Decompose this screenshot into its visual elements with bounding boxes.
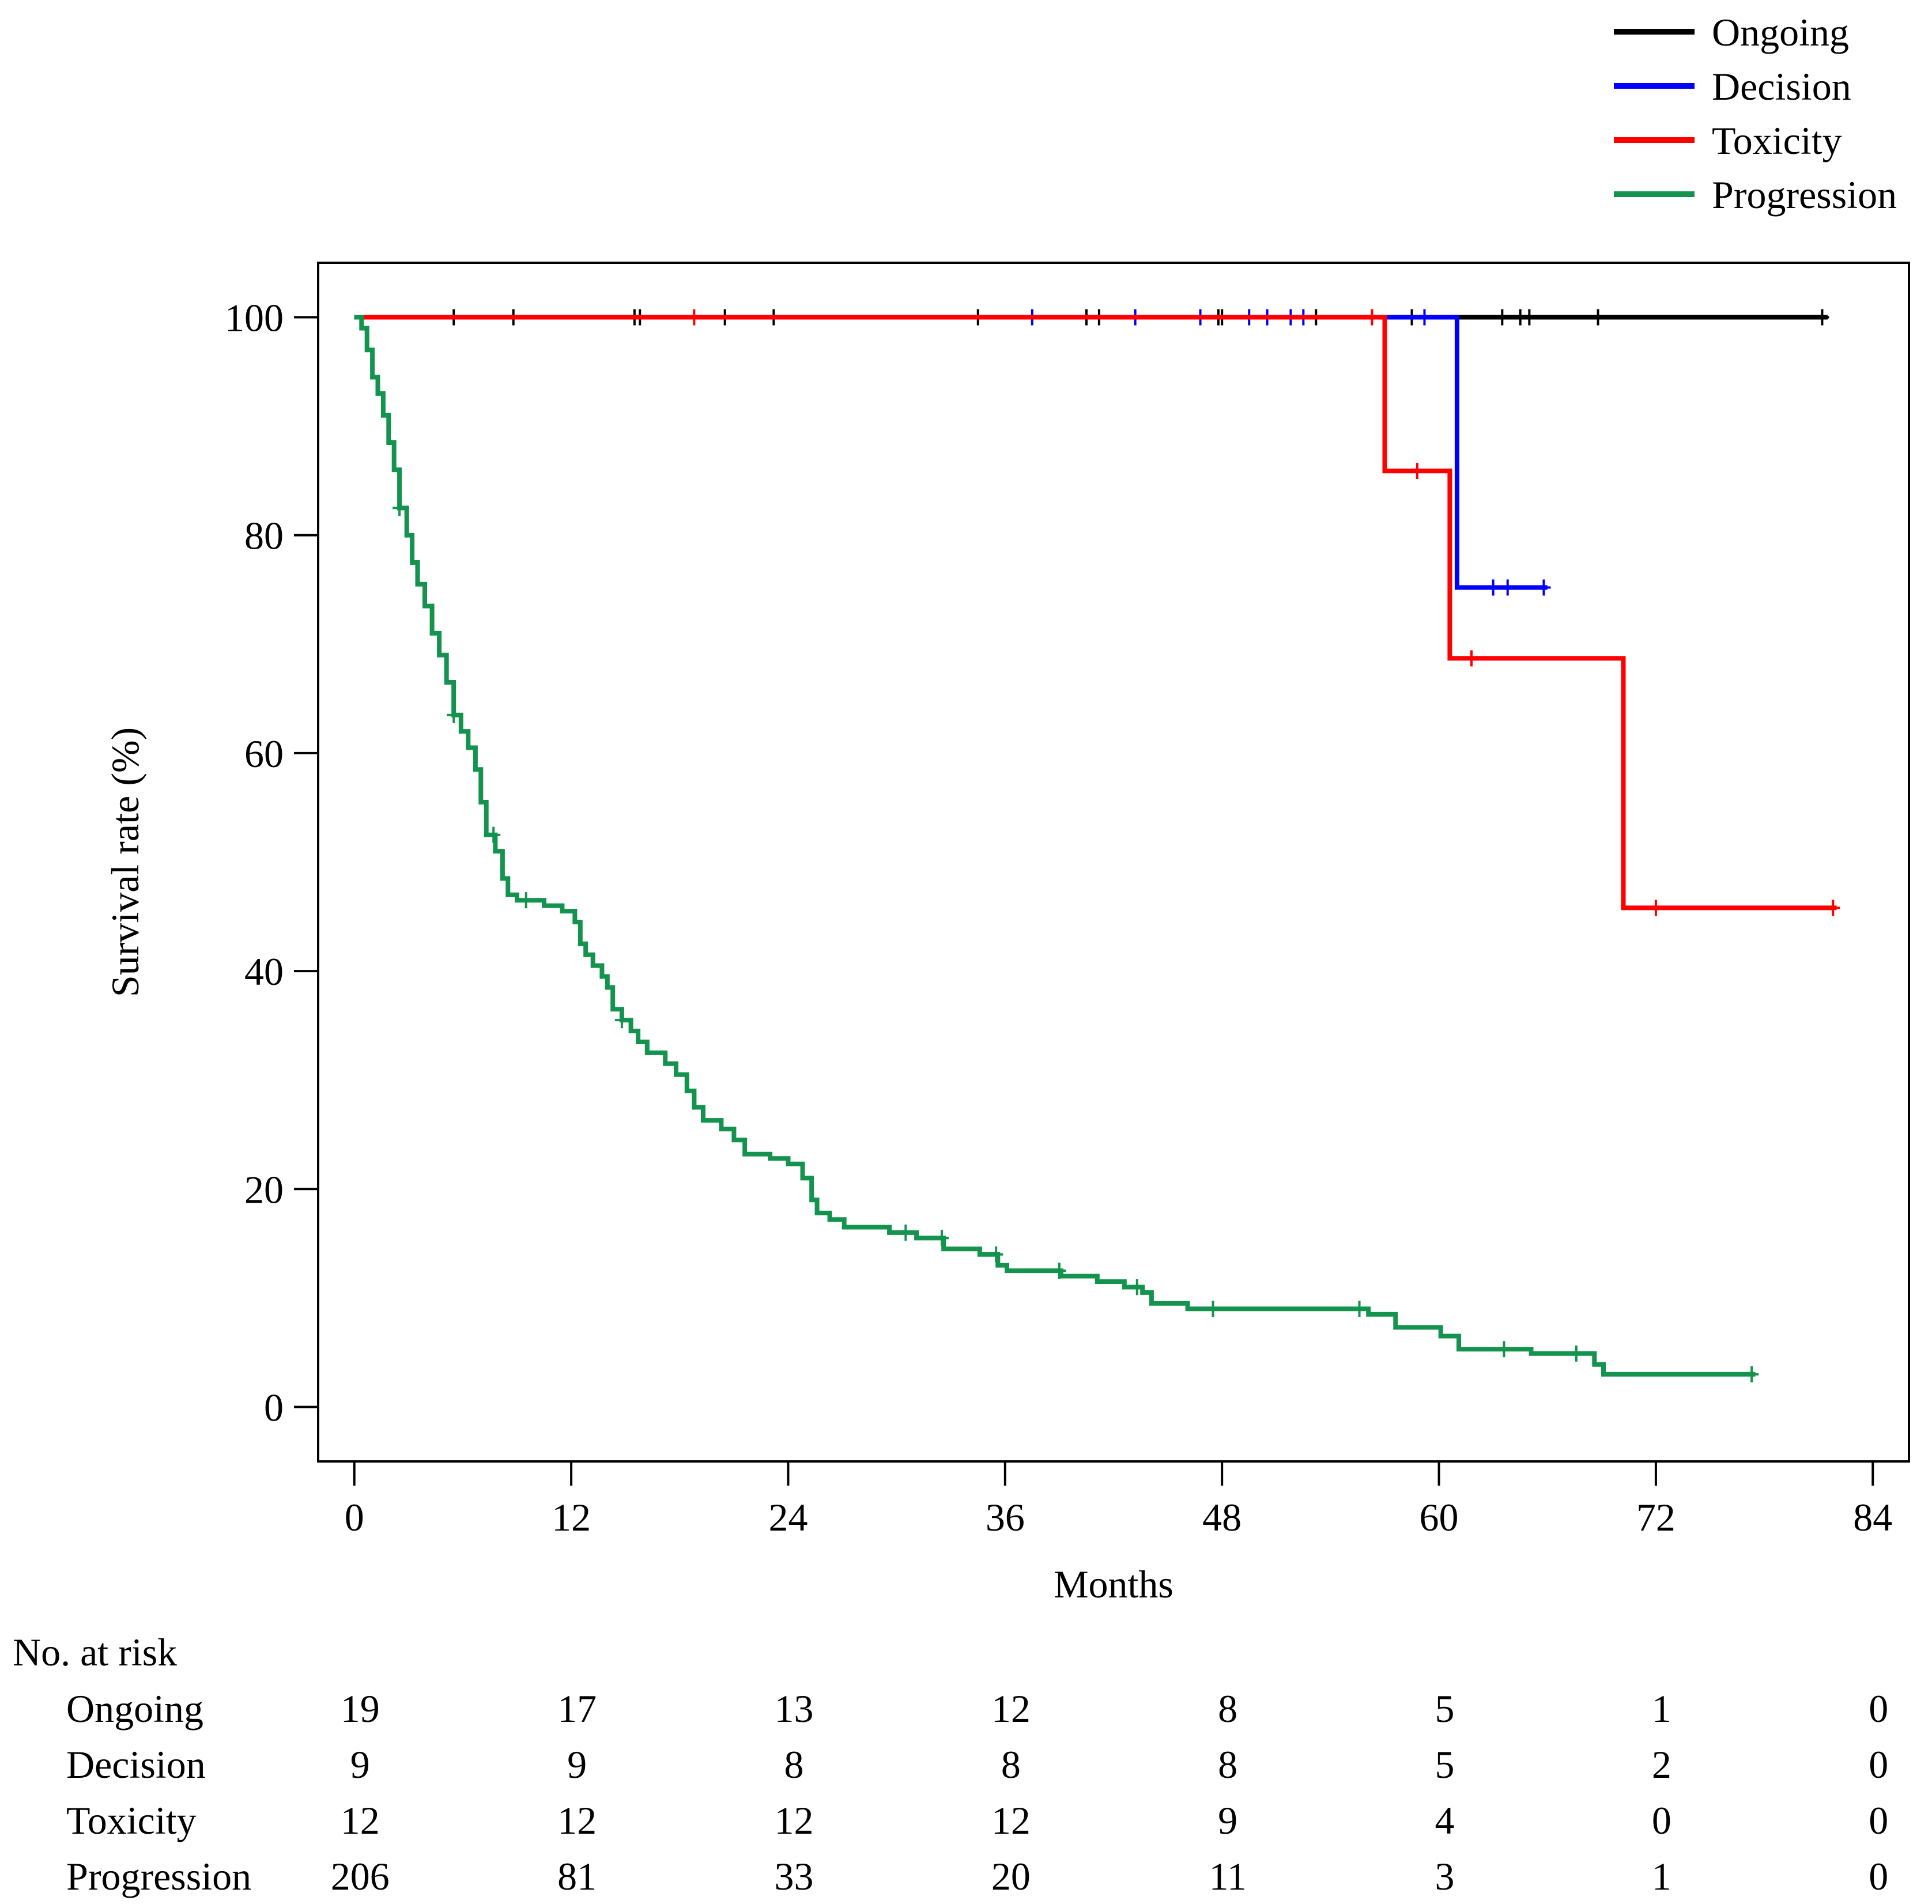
x-tick-label: 0 [345, 1495, 364, 1539]
x-tick-label: 72 [1636, 1495, 1676, 1539]
risk-count-decision: 8 [1001, 1743, 1021, 1786]
risk-count-ongoing: 8 [1218, 1687, 1237, 1731]
risk-row-label-decision: Decision [66, 1743, 206, 1786]
risk-row-label-ongoing: Ongoing [66, 1687, 203, 1731]
risk-count-toxicity: 0 [1869, 1799, 1888, 1842]
risk-count-progression: 20 [991, 1854, 1031, 1898]
y-axis-label: Survival rate (%) [103, 727, 147, 997]
series-toxicity [354, 309, 1840, 916]
x-tick-label: 48 [1202, 1495, 1242, 1539]
risk-count-progression: 33 [774, 1854, 813, 1898]
risk-count-toxicity: 12 [991, 1799, 1031, 1842]
risk-count-ongoing: 19 [341, 1687, 380, 1731]
y-tick-label: 60 [244, 732, 284, 776]
risk-count-ongoing: 12 [991, 1687, 1031, 1731]
curve-progression [354, 315, 1756, 1377]
risk-count-progression: 11 [1209, 1854, 1246, 1898]
risk-count-progression: 81 [557, 1854, 597, 1898]
legend-label-ongoing: Ongoing [1712, 10, 1849, 54]
risk-count-toxicity: 9 [1218, 1799, 1237, 1842]
x-axis-label: Months [1054, 1562, 1173, 1606]
x-tick-label: 60 [1420, 1495, 1459, 1539]
risk-count-toxicity: 12 [557, 1799, 597, 1842]
risk-row-label-toxicity: Toxicity [66, 1799, 197, 1842]
x-tick-label: 12 [552, 1495, 591, 1539]
risk-count-decision: 0 [1869, 1743, 1888, 1786]
risk-count-progression: 1 [1652, 1854, 1671, 1898]
y-tick-label: 40 [244, 950, 284, 993]
risk-count-progression: 3 [1435, 1854, 1455, 1898]
risk-count-toxicity: 12 [341, 1799, 380, 1842]
y-tick-label: 20 [244, 1168, 284, 1211]
risk-count-ongoing: 0 [1869, 1687, 1888, 1731]
risk-count-ongoing: 13 [774, 1687, 813, 1731]
risk-count-decision: 9 [567, 1743, 587, 1786]
risk-count-progression: 0 [1869, 1854, 1888, 1898]
risk-count-decision: 5 [1435, 1743, 1455, 1786]
risk-count-ongoing: 1 [1652, 1687, 1671, 1731]
survival-curves [354, 309, 1840, 1382]
risk-count-toxicity: 0 [1652, 1799, 1671, 1842]
risk-count-ongoing: 5 [1435, 1687, 1455, 1731]
legend-label-toxicity: Toxicity [1712, 119, 1842, 163]
legend: Ongoing Decision Toxicity Progression [1614, 10, 1897, 217]
risk-count-decision: 2 [1652, 1743, 1671, 1786]
risk-count-toxicity: 12 [774, 1799, 813, 1842]
x-tick-label: 84 [1853, 1495, 1892, 1539]
y-tick-label: 80 [244, 514, 284, 558]
risk-count-decision: 8 [1218, 1743, 1237, 1786]
risk-count-decision: 8 [784, 1743, 803, 1786]
axes: 0 12 24 36 48 60 72 84 Months 0 20 40 60 80 100 Surviva… [103, 296, 1892, 1606]
x-tick-label: 36 [986, 1495, 1025, 1539]
y-tick-label: 100 [225, 296, 284, 340]
series-progression [354, 315, 1759, 1382]
risk-table-title: No. at risk [13, 1630, 177, 1674]
x-tick-label: 24 [768, 1495, 807, 1539]
legend-label-progression: Progression [1712, 173, 1897, 217]
risk-count-decision: 9 [350, 1743, 370, 1786]
curve-toxicity [354, 315, 1837, 911]
y-tick-label: 0 [264, 1385, 284, 1429]
legend-label-decision: Decision [1712, 65, 1851, 108]
risk-count-toxicity: 4 [1435, 1799, 1455, 1842]
risk-count-ongoing: 17 [557, 1687, 597, 1731]
risk-row-label-progression: Progression [66, 1854, 251, 1898]
risk-count-progression: 206 [331, 1854, 390, 1898]
